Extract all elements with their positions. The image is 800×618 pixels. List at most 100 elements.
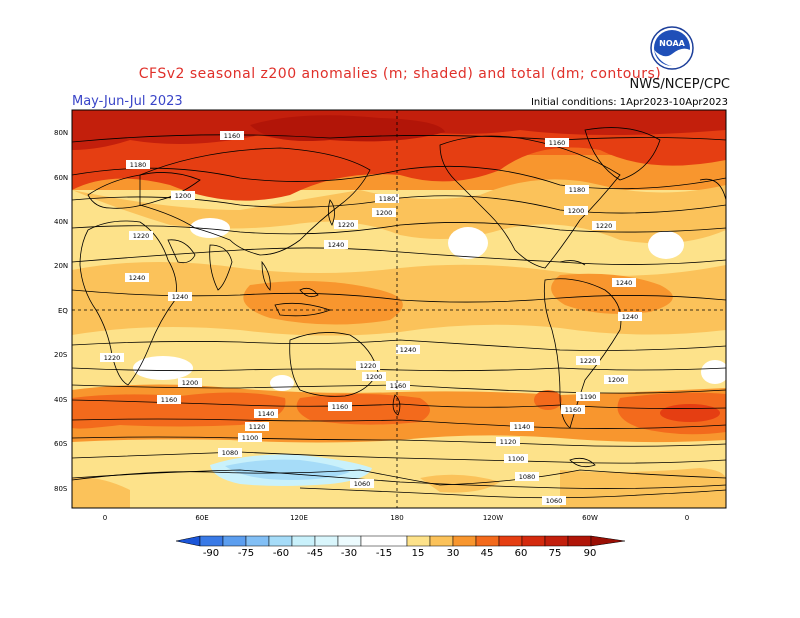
colorbar-cell bbox=[337, 535, 362, 547]
contour-label: 1120 bbox=[245, 422, 269, 431]
svg-text:1220: 1220 bbox=[580, 357, 597, 365]
lat-label: 60S bbox=[54, 440, 68, 448]
colorbar-label: 30 bbox=[447, 548, 460, 559]
contour-label: 1190 bbox=[576, 392, 600, 401]
colorbar-label: 90 bbox=[584, 548, 597, 559]
colorbar-label: -45 bbox=[307, 548, 323, 559]
colorbar-cell bbox=[245, 535, 270, 547]
svg-text:1240: 1240 bbox=[622, 313, 639, 321]
contour-label: 1200 bbox=[372, 208, 396, 217]
lat-label: EQ bbox=[58, 307, 68, 315]
lon-label: 0 bbox=[685, 514, 689, 522]
svg-text:1240: 1240 bbox=[328, 241, 345, 249]
svg-text:1180: 1180 bbox=[379, 195, 396, 203]
svg-text:1220: 1220 bbox=[596, 222, 613, 230]
colorbar-cell bbox=[521, 535, 546, 547]
latitude-labels: 80N 60N 40N 20N EQ 20S 40S 60S 80S bbox=[54, 129, 68, 493]
contour-label: 1140 bbox=[510, 422, 534, 431]
svg-text:1160: 1160 bbox=[332, 403, 349, 411]
contour-label: 1240 bbox=[168, 292, 192, 301]
contour-label: 1200 bbox=[564, 206, 588, 215]
lat-label: 20N bbox=[54, 262, 68, 270]
colorbar-label: 75 bbox=[549, 548, 562, 559]
contour-label: 1240 bbox=[125, 273, 149, 282]
svg-text:1200: 1200 bbox=[175, 192, 192, 200]
colorbar-cell bbox=[475, 535, 500, 547]
svg-text:1240: 1240 bbox=[172, 293, 189, 301]
svg-text:1240: 1240 bbox=[400, 346, 417, 354]
contour-label: 1160 bbox=[386, 381, 410, 390]
contour-label: 1140 bbox=[254, 409, 278, 418]
colorbar-arrow-right bbox=[590, 535, 626, 547]
anomaly-shading bbox=[72, 110, 726, 508]
colorbar-cell bbox=[498, 535, 523, 547]
svg-text:1060: 1060 bbox=[354, 480, 371, 488]
lon-label: 0 bbox=[103, 514, 107, 522]
map-title: CFSv2 seasonal z200 anomalies (m; shaded… bbox=[138, 66, 662, 82]
contour-label: 1080 bbox=[218, 448, 242, 457]
colorbar-label: 60 bbox=[515, 548, 528, 559]
contour-label: 1120 bbox=[496, 437, 520, 446]
svg-text:1220: 1220 bbox=[338, 221, 355, 229]
svg-text:1060: 1060 bbox=[546, 497, 563, 505]
svg-text:1200: 1200 bbox=[182, 379, 199, 387]
longitude-labels: 0 60E 120E 180 120W 60W 0 bbox=[103, 514, 689, 522]
svg-text:1190: 1190 bbox=[580, 393, 597, 401]
colorbar-cell bbox=[544, 535, 569, 547]
contour-lines bbox=[72, 134, 726, 499]
colorbar-label: -90 bbox=[203, 548, 219, 559]
map-frame bbox=[71, 109, 727, 509]
colorbar: -90 -75 -60 -45 -30 -15 15 30 45 60 75 9… bbox=[175, 535, 626, 559]
lon-label: 60W bbox=[582, 514, 598, 522]
svg-text:1160: 1160 bbox=[549, 139, 566, 147]
forecast-period: May-Jun-Jul 2023 bbox=[72, 94, 183, 109]
colorbar-cell bbox=[268, 535, 293, 547]
colorbar-cell bbox=[222, 535, 247, 547]
contour-label: 1220 bbox=[576, 356, 600, 365]
contour-label: 1160 bbox=[561, 405, 585, 414]
svg-text:NOAA: NOAA bbox=[659, 39, 685, 48]
colorbar-label: 15 bbox=[412, 548, 425, 559]
contour-label: 1060 bbox=[542, 496, 566, 505]
contour-label: 1100 bbox=[238, 433, 262, 442]
svg-text:1160: 1160 bbox=[161, 396, 178, 404]
svg-text:1160: 1160 bbox=[224, 132, 241, 140]
lon-label: 120E bbox=[290, 514, 308, 522]
colorbar-label: -75 bbox=[238, 548, 254, 559]
contour-label: 1200 bbox=[171, 191, 195, 200]
contour-label: 1220 bbox=[592, 221, 616, 230]
lat-label: 40S bbox=[54, 396, 68, 404]
colorbar-label: -60 bbox=[273, 548, 289, 559]
initial-conditions: Initial conditions: 1Apr2023-10Apr2023 bbox=[530, 97, 728, 108]
contour-label: 1220 bbox=[129, 231, 153, 240]
contour-label: 1060 bbox=[350, 479, 374, 488]
svg-text:1100: 1100 bbox=[508, 455, 525, 463]
svg-text:1160: 1160 bbox=[390, 382, 407, 390]
svg-text:1180: 1180 bbox=[569, 186, 586, 194]
svg-text:1200: 1200 bbox=[366, 373, 383, 381]
contour-label: 1240 bbox=[396, 345, 420, 354]
contour-label: 1220 bbox=[356, 361, 380, 370]
contour-labels: 1160 1180 1200 1220 1240 1240 1220 1200 … bbox=[100, 131, 642, 505]
colorbar-cell bbox=[199, 535, 224, 547]
contour-label: 1180 bbox=[126, 160, 150, 169]
svg-text:1220: 1220 bbox=[104, 354, 121, 362]
colorbar-cell bbox=[567, 535, 592, 547]
contour-label: 1240 bbox=[618, 312, 642, 321]
svg-text:1120: 1120 bbox=[249, 423, 266, 431]
colorbar-arrow-left bbox=[175, 535, 201, 547]
svg-text:1180: 1180 bbox=[130, 161, 147, 169]
lat-label: 20S bbox=[54, 351, 68, 359]
colorbar-cell bbox=[314, 535, 339, 547]
agency-label: NWS/NCEP/CPC bbox=[629, 77, 730, 92]
svg-text:1240: 1240 bbox=[616, 279, 633, 287]
svg-text:1120: 1120 bbox=[500, 438, 517, 446]
lon-label: 180 bbox=[390, 514, 403, 522]
colorbar-cell bbox=[452, 535, 477, 547]
contour-label: 1200 bbox=[362, 372, 386, 381]
colorbar-label: -30 bbox=[341, 548, 357, 559]
svg-text:1160: 1160 bbox=[565, 406, 582, 414]
colorbar-label: 45 bbox=[481, 548, 494, 559]
svg-text:1080: 1080 bbox=[519, 473, 536, 481]
lat-label: 40N bbox=[54, 218, 68, 226]
